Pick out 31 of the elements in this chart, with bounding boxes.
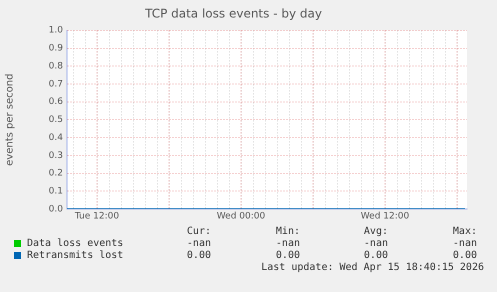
y-tick-label: 0.9 [48,44,64,54]
y-tick-label: 1.0 [48,26,64,36]
text: Last update: Wed Apr 15 18:40:15 2026 [261,262,484,273]
legend-label: Data loss events [27,238,124,249]
text: 0.00 [364,250,388,261]
y-tick-label: 0.1 [48,186,63,196]
text: 0.00 [186,250,211,261]
x-tick-label: Wed 12:00 [360,212,410,222]
text: Max: [452,226,477,237]
y-tick-label: 0.8 [48,61,64,72]
text: Min: [276,226,300,237]
text: Cur: [186,226,211,237]
text: -nan [452,238,477,249]
text: -nan [186,238,211,249]
y-tick-label: 0.7 [48,79,63,90]
legend-label: Retransmits lost [27,250,124,261]
y-axis-title: events per second [4,74,16,166]
text: -nan [364,238,388,249]
text: 0.00 [452,250,477,261]
y-tick-label: 0.5 [48,115,63,126]
y-tick-label: 0.3 [48,150,63,161]
y-tick-label: 0.4 [48,132,64,143]
text: -nan [276,238,300,249]
chart-title: TCP data loss events - by day [144,6,322,20]
x-tick-label: Tue 12:00 [74,212,120,222]
text: 0.00 [276,250,300,261]
y-tick-label: 0.0 [48,204,64,214]
y-tick-label: 0.2 [48,168,63,179]
text: Avg: [364,226,388,237]
x-tick-label: Wed 00:00 [216,212,266,222]
y-tick-label: 0.6 [48,97,64,108]
